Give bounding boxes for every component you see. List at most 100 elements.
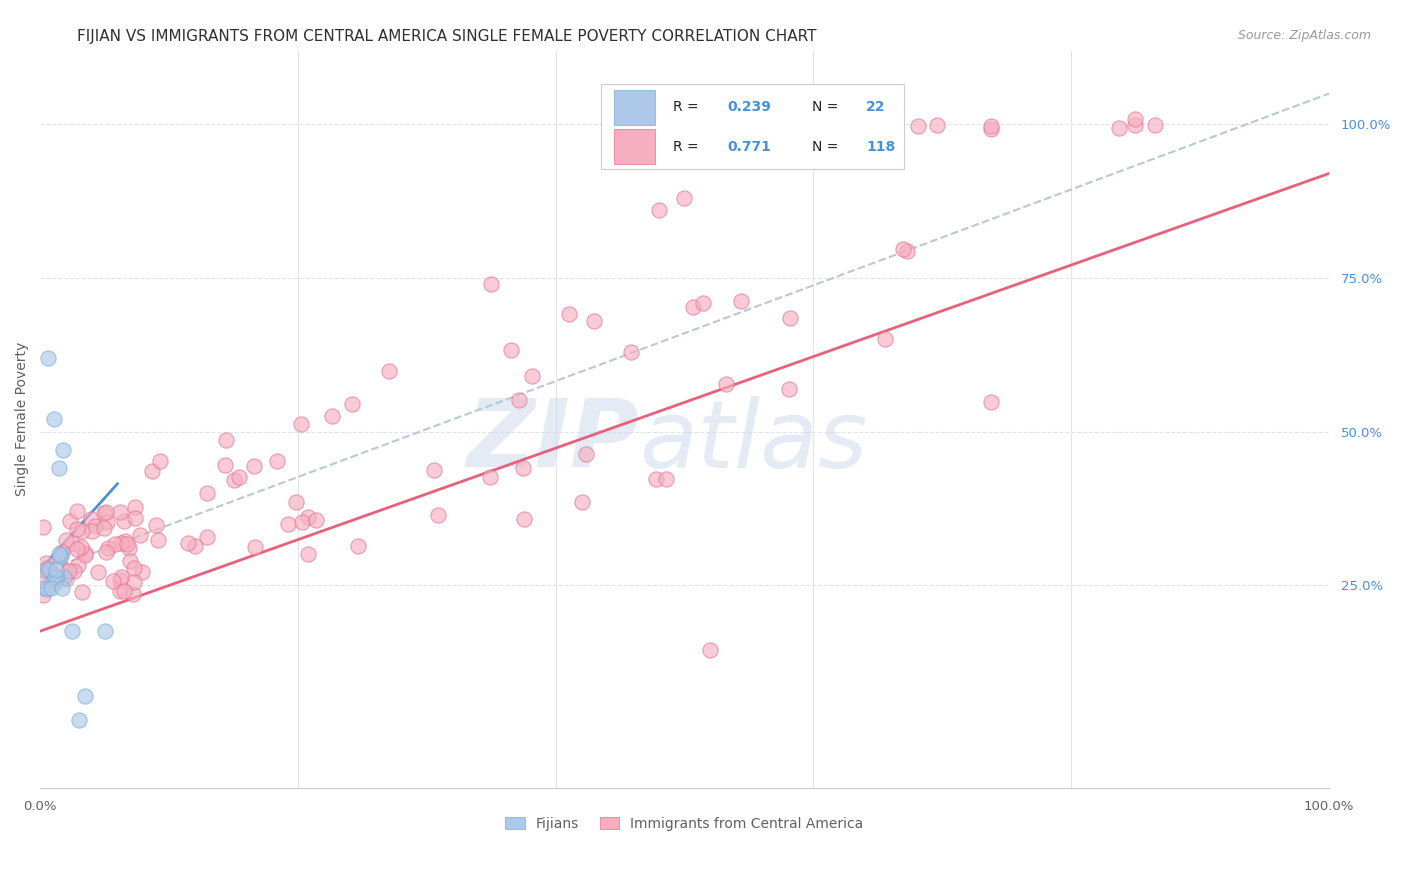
Point	[97, 541, 120, 556]
Text: FIJIAN VS IMMIGRANTS FROM CENTRAL AMERICA SINGLE FEMALE POVERTY CORRELATION CHAR: FIJIAN VS IMMIGRANTS FROM CENTRAL AMERIC…	[77, 29, 817, 44]
Point	[479, 470, 502, 484]
Point	[48, 547, 70, 561]
Point	[35, 560, 58, 574]
Point	[571, 495, 593, 509]
Point	[80, 524, 103, 538]
Text: ZIP: ZIP	[467, 395, 640, 487]
Point	[94, 545, 117, 559]
Point	[479, 277, 502, 292]
Point	[682, 300, 704, 314]
Point	[48, 461, 70, 475]
Point	[66, 558, 89, 572]
Point	[1123, 118, 1146, 132]
Point	[195, 486, 218, 500]
Point	[75, 546, 97, 560]
Point	[110, 535, 132, 549]
Point	[45, 563, 67, 577]
Legend: Fijians, Immigrants from Central America: Fijians, Immigrants from Central America	[499, 811, 869, 836]
Point	[423, 462, 446, 476]
Point	[93, 521, 115, 535]
Point	[980, 119, 1002, 133]
Point	[70, 524, 93, 539]
Point	[32, 588, 55, 602]
Text: 118: 118	[866, 139, 896, 153]
Point	[378, 363, 401, 377]
Point	[108, 573, 131, 587]
Point	[297, 510, 319, 524]
Point	[644, 472, 666, 486]
Point	[778, 382, 800, 396]
Point	[34, 556, 56, 570]
Point	[60, 624, 83, 639]
Point	[285, 495, 308, 509]
Point	[508, 392, 530, 407]
Point	[124, 511, 146, 525]
Point	[110, 583, 132, 598]
Point	[75, 689, 97, 703]
Text: N =: N =	[813, 139, 842, 153]
Point	[52, 442, 75, 457]
Point	[583, 314, 606, 328]
Point	[44, 575, 66, 590]
Point	[56, 564, 79, 578]
Point	[34, 564, 56, 578]
Point	[129, 528, 152, 542]
Point	[214, 433, 236, 447]
Point	[67, 713, 90, 727]
Point	[146, 533, 169, 547]
Point	[39, 581, 62, 595]
Point	[124, 500, 146, 515]
Point	[66, 504, 89, 518]
Point	[228, 470, 250, 484]
Point	[512, 512, 534, 526]
Point	[980, 394, 1002, 409]
Point	[65, 541, 87, 556]
Point	[103, 574, 125, 588]
Point	[266, 453, 288, 467]
Point	[60, 535, 83, 549]
Point	[59, 514, 82, 528]
Text: atlas: atlas	[640, 396, 868, 487]
Point	[340, 397, 363, 411]
Text: 0.771: 0.771	[727, 139, 770, 153]
Point	[501, 343, 523, 358]
Text: 0.239: 0.239	[727, 101, 770, 114]
Point	[44, 570, 66, 584]
Point	[1108, 120, 1130, 135]
Point	[63, 565, 86, 579]
Point	[118, 541, 141, 555]
Text: 22: 22	[866, 101, 886, 114]
Point	[131, 565, 153, 579]
Point	[699, 642, 721, 657]
Point	[49, 548, 72, 562]
Point	[925, 118, 948, 132]
Point	[117, 537, 139, 551]
Point	[896, 244, 918, 258]
Point	[891, 242, 914, 256]
Point	[779, 310, 801, 325]
Point	[291, 516, 314, 530]
Bar	[613, 90, 655, 125]
Point	[1123, 112, 1146, 127]
Point	[110, 505, 132, 519]
Point	[347, 539, 370, 553]
Point	[692, 296, 714, 310]
Point	[112, 514, 135, 528]
Point	[93, 506, 115, 520]
Point	[32, 520, 55, 534]
Point	[118, 554, 141, 568]
Point	[46, 570, 69, 584]
Point	[44, 412, 66, 426]
Point	[224, 474, 246, 488]
Point	[557, 307, 579, 321]
Point	[55, 572, 77, 586]
Point	[141, 464, 163, 478]
Point	[321, 409, 343, 423]
Point	[104, 536, 127, 550]
Point	[122, 574, 145, 589]
Point	[38, 564, 60, 578]
Point	[305, 513, 328, 527]
Point	[243, 540, 266, 554]
Point	[72, 584, 94, 599]
Point	[714, 376, 737, 391]
